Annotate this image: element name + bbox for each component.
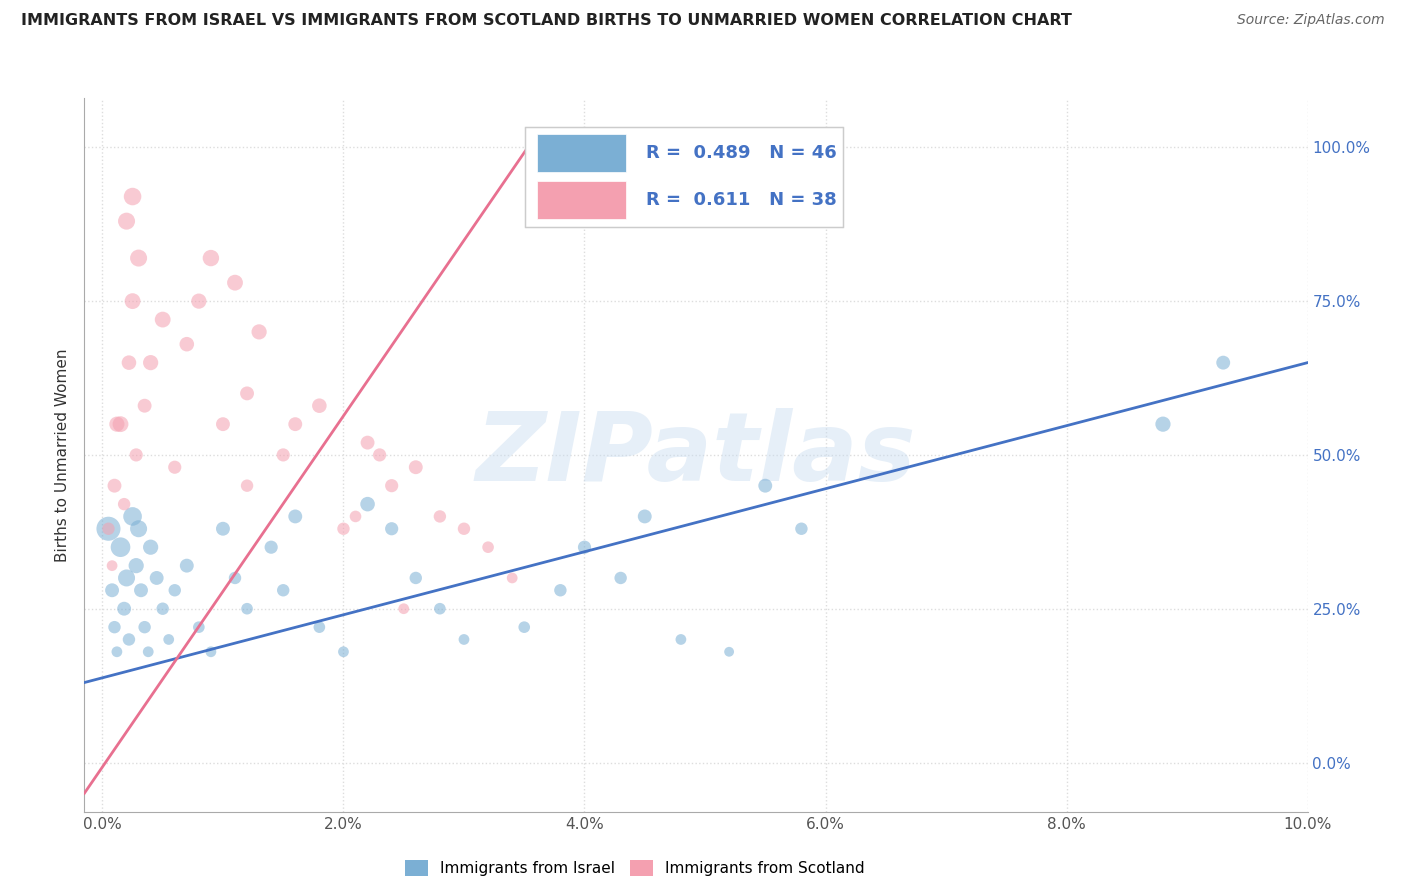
Point [125,448,148,462]
Point [163,460,186,475]
Point [105,417,128,432]
Point [453,632,475,647]
Point [381,522,404,536]
Point [110,540,132,554]
Point [308,620,330,634]
Point [332,522,354,536]
Point [103,478,125,492]
Point [145,571,167,585]
Bar [537,180,627,219]
Point [284,509,307,524]
Point [103,620,125,634]
Point [308,399,330,413]
Point [271,448,294,462]
Point [477,540,499,554]
Point [247,325,270,339]
Point [128,522,150,536]
Point [634,509,657,524]
Point [224,276,246,290]
Text: IMMIGRANTS FROM ISRAEL VS IMMIGRANTS FROM SCOTLAND BIRTHS TO UNMARRIED WOMEN COR: IMMIGRANTS FROM ISRAEL VS IMMIGRANTS FRO… [21,13,1071,29]
Point [271,583,294,598]
Point [121,294,143,309]
Point [236,386,259,401]
Point [101,558,124,573]
Text: R =  0.611   N = 38: R = 0.611 N = 38 [645,191,837,209]
Point [134,620,156,634]
Point [501,571,523,585]
Point [332,645,354,659]
Point [163,583,186,598]
Point [134,399,156,413]
Point [405,571,427,585]
Point [157,632,180,647]
Point [125,558,148,573]
Point [381,478,404,492]
Point [118,356,141,370]
Point [260,540,283,554]
Point [429,509,451,524]
Point [97,522,120,536]
Point [187,294,209,309]
Point [129,583,152,598]
Point [609,571,631,585]
Text: R =  0.489   N = 46: R = 0.489 N = 46 [645,144,837,161]
Point [790,522,813,536]
Point [669,632,692,647]
Text: ZIPatlas: ZIPatlas [475,409,917,501]
Point [112,497,135,511]
Point [136,645,159,659]
Point [200,251,222,265]
Point [513,620,536,634]
Point [115,571,138,585]
Point [139,356,162,370]
Point [453,522,475,536]
Point [368,448,391,462]
Legend: Immigrants from Israel, Immigrants from Scotland: Immigrants from Israel, Immigrants from … [399,855,870,882]
Point [97,522,120,536]
Point [152,601,174,615]
Point [224,571,246,585]
Text: Source: ZipAtlas.com: Source: ZipAtlas.com [1237,13,1385,28]
Point [574,540,596,554]
Point [356,435,378,450]
Point [187,620,209,634]
Point [101,583,124,598]
Point [1152,417,1174,432]
Point [118,632,141,647]
Point [121,189,143,203]
Point [429,601,451,615]
Point [212,417,235,432]
Point [718,645,741,659]
Point [176,558,198,573]
Point [110,417,132,432]
Point [152,312,174,326]
Point [176,337,198,351]
Y-axis label: Births to Unmarried Women: Births to Unmarried Women [55,348,70,562]
Point [392,601,415,615]
Point [236,478,259,492]
Point [112,601,135,615]
Point [236,601,259,615]
Point [139,540,162,554]
Point [121,509,143,524]
Bar [537,134,627,171]
Point [550,583,572,598]
Point [1212,356,1234,370]
Point [212,522,235,536]
Point [754,478,776,492]
Point [115,214,138,228]
Point [405,460,427,475]
Point [200,645,222,659]
Point [344,509,367,524]
Point [105,645,128,659]
Point [128,251,150,265]
Point [284,417,307,432]
Point [356,497,378,511]
